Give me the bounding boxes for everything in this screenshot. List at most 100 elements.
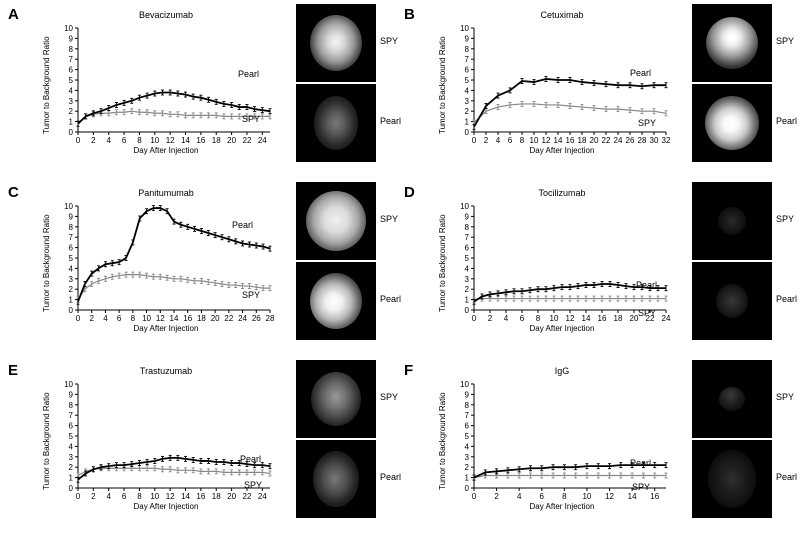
svg-text:26: 26	[252, 314, 261, 323]
svg-text:10: 10	[64, 202, 73, 211]
svg-text:8: 8	[137, 492, 142, 501]
svg-text:3: 3	[465, 97, 470, 106]
thumb-spy: SPY	[296, 4, 376, 82]
svg-text:8: 8	[562, 492, 567, 501]
svg-text:2: 2	[69, 463, 74, 472]
svg-text:5: 5	[69, 432, 74, 441]
y-axis-label: Tumor to Background Ratio	[42, 214, 51, 312]
svg-text:0: 0	[76, 136, 81, 145]
thumb-label: SPY	[776, 392, 794, 402]
svg-text:20: 20	[227, 136, 236, 145]
svg-text:1: 1	[465, 296, 470, 305]
svg-text:3: 3	[69, 275, 74, 284]
svg-text:0: 0	[69, 306, 74, 315]
series-label-spy: SPY	[638, 308, 656, 318]
svg-text:14: 14	[628, 492, 637, 501]
series-label-pearl: Pearl	[232, 220, 253, 230]
svg-text:2: 2	[465, 107, 470, 116]
svg-text:18: 18	[212, 492, 221, 501]
svg-text:7: 7	[465, 233, 470, 242]
svg-text:0: 0	[472, 492, 477, 501]
svg-text:4: 4	[69, 442, 74, 451]
thumb-spy: SPY	[692, 360, 772, 438]
svg-text:4: 4	[103, 314, 108, 323]
chart-a: 012345678910024681012141618202224	[56, 24, 276, 150]
thumbnails: SPYPearl	[296, 360, 376, 520]
svg-text:6: 6	[540, 492, 545, 501]
svg-text:0: 0	[76, 492, 81, 501]
svg-text:2: 2	[69, 107, 74, 116]
thumbnails: SPYPearl	[692, 360, 772, 520]
blob-icon	[313, 451, 359, 507]
svg-text:2: 2	[465, 285, 470, 294]
series-label-pearl: Pearl	[630, 68, 651, 78]
svg-text:0: 0	[465, 484, 470, 493]
series-label-pearl: Pearl	[630, 458, 651, 468]
panel-title: Trastuzumab	[56, 366, 276, 376]
svg-text:10: 10	[460, 202, 469, 211]
thumb-label: Pearl	[380, 116, 401, 126]
svg-text:18: 18	[614, 314, 623, 323]
svg-text:6: 6	[465, 422, 470, 431]
blob-icon	[706, 17, 758, 69]
blob-icon	[716, 284, 748, 318]
svg-text:0: 0	[69, 128, 74, 137]
chart-e: 012345678910024681012141618202224	[56, 380, 276, 506]
svg-text:0: 0	[69, 484, 74, 493]
svg-text:4: 4	[465, 264, 470, 273]
svg-text:8: 8	[69, 45, 74, 54]
blob-icon	[311, 372, 361, 426]
svg-text:12: 12	[156, 314, 165, 323]
thumb-pearl: Pearl	[692, 262, 772, 340]
svg-text:20: 20	[227, 492, 236, 501]
svg-text:24: 24	[614, 136, 623, 145]
panel-letter: C	[8, 184, 19, 201]
svg-text:10: 10	[150, 492, 159, 501]
svg-text:9: 9	[69, 212, 74, 221]
svg-text:8: 8	[137, 136, 142, 145]
svg-text:24: 24	[258, 492, 267, 501]
x-axis-label: Day After Injection	[452, 324, 672, 333]
svg-text:0: 0	[472, 136, 477, 145]
panel-title: Bevacizumab	[56, 10, 276, 20]
svg-text:10: 10	[142, 314, 151, 323]
blob-icon	[708, 450, 756, 508]
x-axis-label: Day After Injection	[56, 146, 276, 155]
series-label-spy: SPY	[242, 114, 260, 124]
series-label-spy: SPY	[244, 480, 262, 490]
svg-text:4: 4	[504, 314, 509, 323]
svg-text:5: 5	[69, 76, 74, 85]
y-axis-label: Tumor to Background Ratio	[42, 36, 51, 134]
svg-text:9: 9	[69, 34, 74, 43]
svg-text:7: 7	[69, 55, 74, 64]
svg-text:2: 2	[494, 492, 499, 501]
svg-text:0: 0	[76, 314, 81, 323]
svg-text:16: 16	[183, 314, 192, 323]
y-axis-label: Tumor to Background Ratio	[438, 36, 447, 134]
thumb-label: Pearl	[776, 472, 797, 482]
svg-text:4: 4	[69, 86, 74, 95]
svg-text:16: 16	[566, 136, 575, 145]
svg-text:2: 2	[465, 463, 470, 472]
svg-text:16: 16	[598, 314, 607, 323]
svg-text:6: 6	[122, 136, 127, 145]
svg-text:8: 8	[69, 223, 74, 232]
svg-text:24: 24	[662, 314, 671, 323]
series-label-pearl: Pearl	[240, 454, 261, 464]
blob-icon	[718, 207, 746, 235]
svg-text:2: 2	[484, 136, 489, 145]
svg-text:6: 6	[122, 492, 127, 501]
svg-text:0: 0	[472, 314, 477, 323]
thumb-pearl: Pearl	[296, 440, 376, 518]
svg-text:3: 3	[69, 97, 74, 106]
panel-title: Panitumumab	[56, 188, 276, 198]
panel-letter: F	[404, 362, 413, 379]
svg-text:10: 10	[64, 24, 73, 33]
panel-letter: A	[8, 6, 19, 23]
svg-text:14: 14	[170, 314, 179, 323]
thumb-label: Pearl	[380, 472, 401, 482]
svg-text:8: 8	[465, 401, 470, 410]
thumb-label: SPY	[380, 214, 398, 224]
thumb-label: Pearl	[380, 294, 401, 304]
svg-text:4: 4	[517, 492, 522, 501]
